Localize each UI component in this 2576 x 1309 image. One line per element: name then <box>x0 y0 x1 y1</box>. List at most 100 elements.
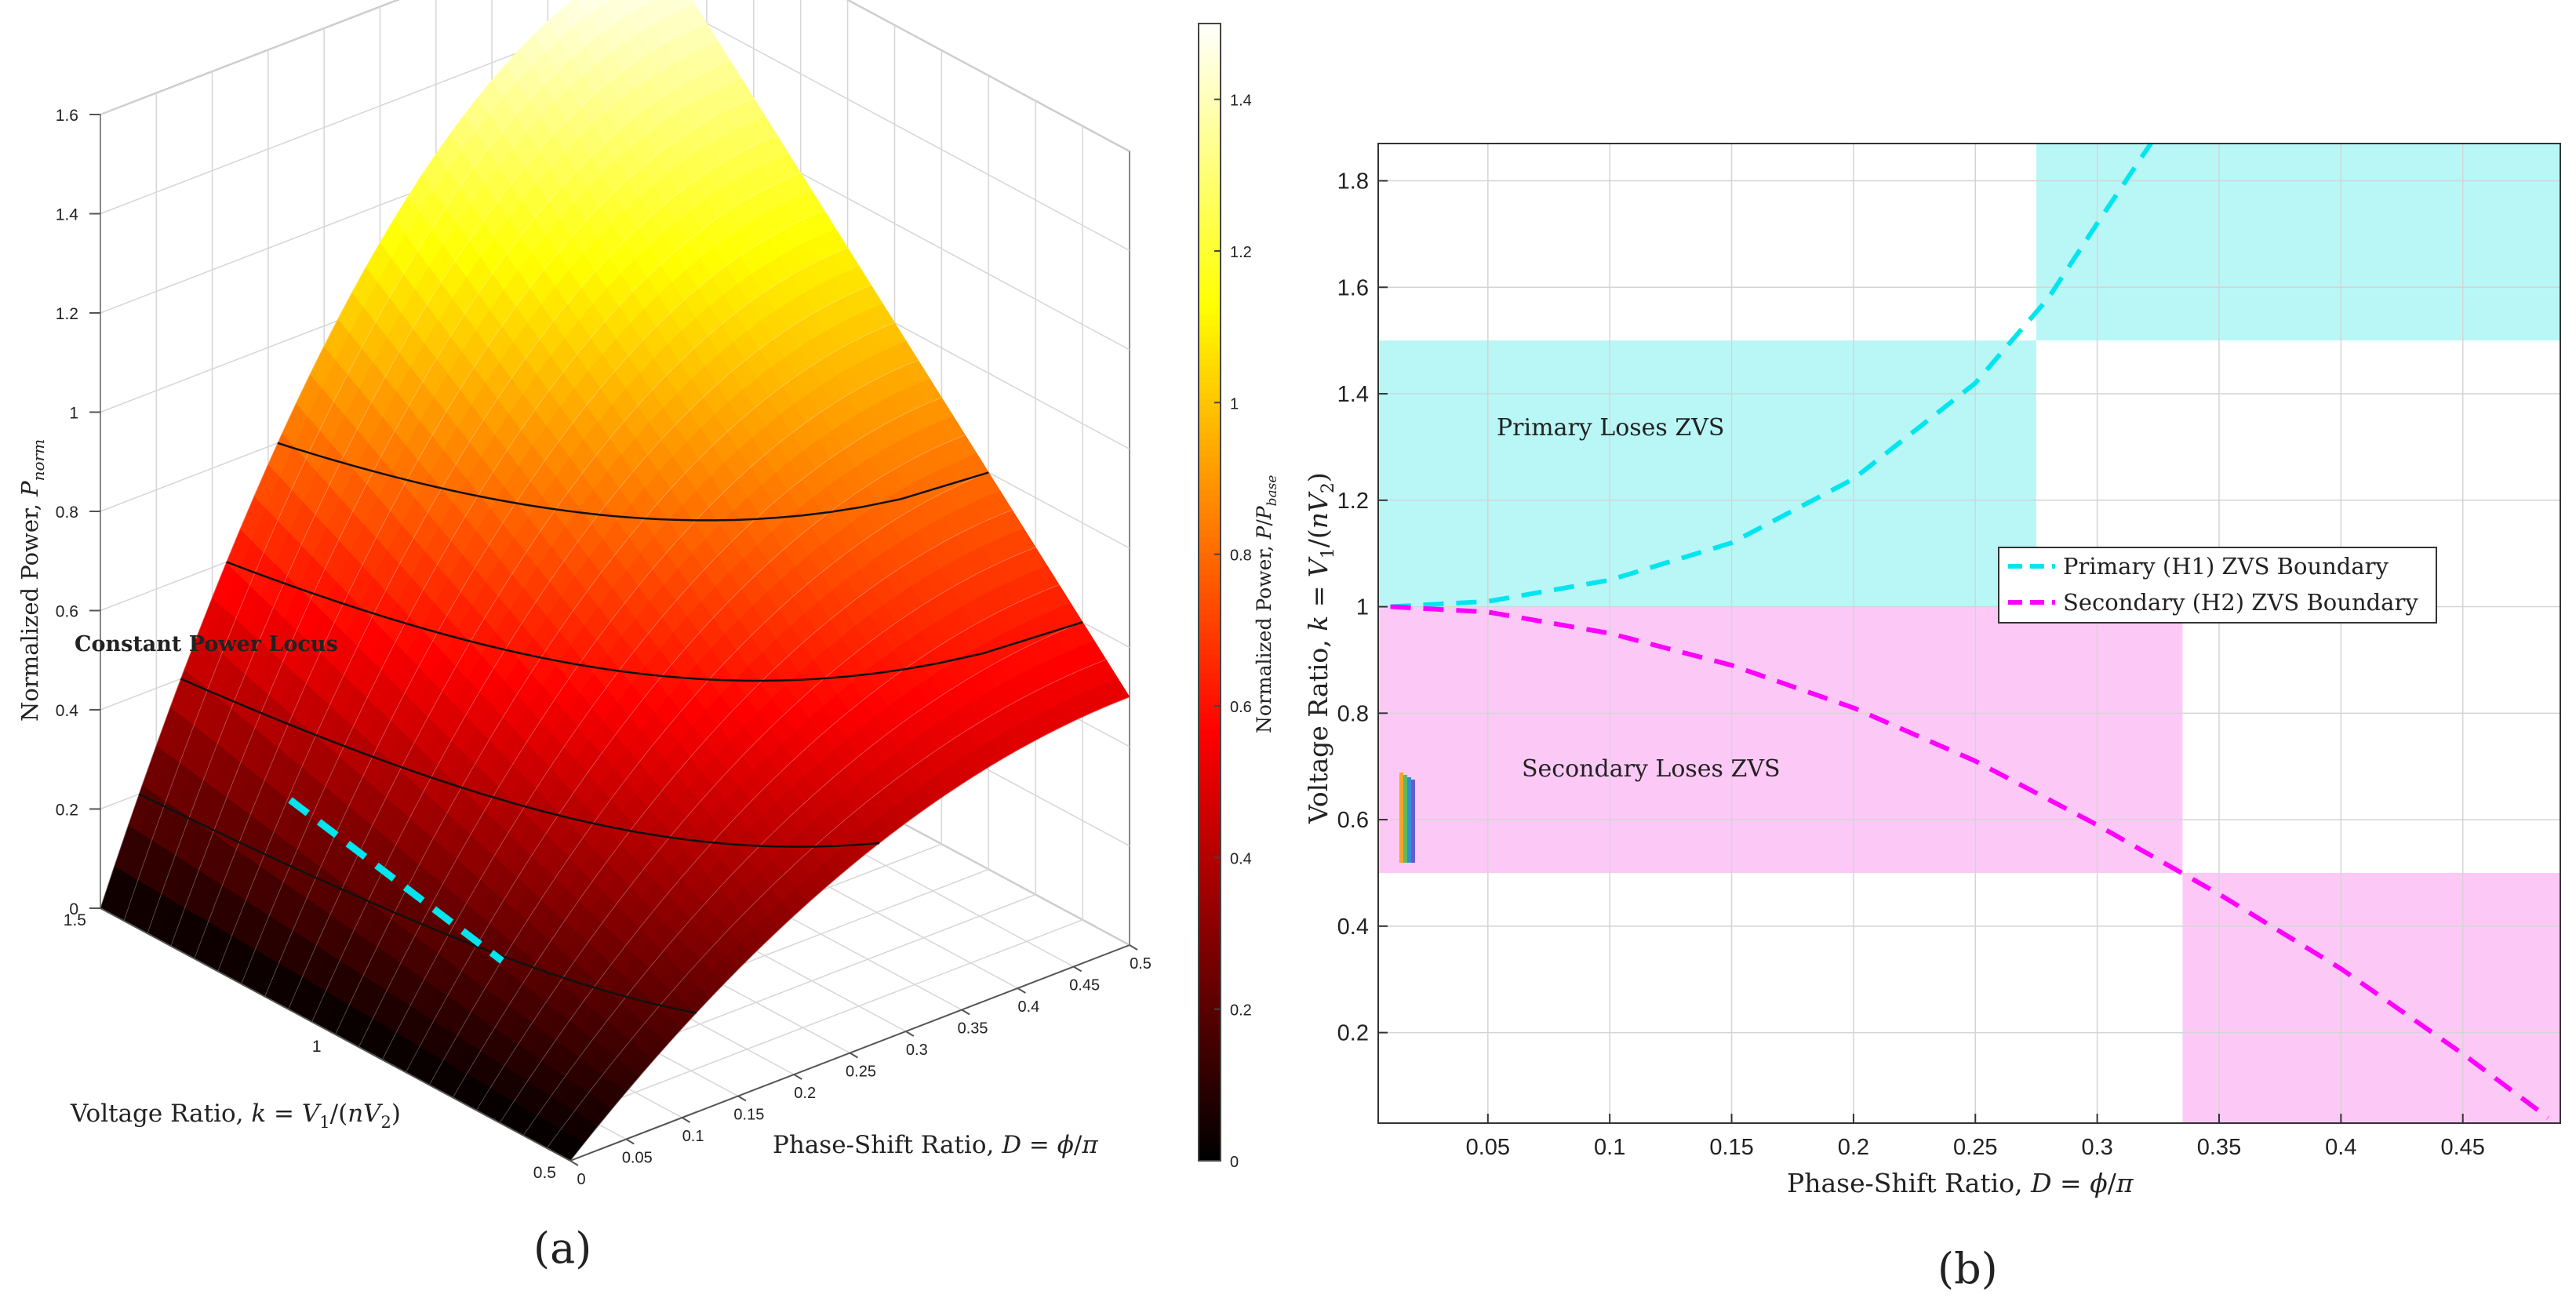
a-colorbar-segment <box>1199 768 1221 775</box>
a-colorbar-segment <box>1199 865 1221 872</box>
a-d-tick: 0.15 <box>733 1107 764 1124</box>
a-d-tick: 0.2 <box>794 1085 816 1102</box>
b-xlabel: Phase-Shift Ratio, D = ϕ/π <box>1787 1168 2134 1198</box>
a-colorbar-segment <box>1199 609 1221 616</box>
a-zlabel: Normalized Power, Pnorm <box>16 439 48 722</box>
a-colorbar-segment <box>1199 222 1221 229</box>
a-colorbar-segment <box>1199 410 1221 417</box>
b-y-tick: 0.4 <box>1337 914 1369 940</box>
a-colorbar-segment <box>1199 888 1221 895</box>
a-colorbar-segment <box>1199 347 1221 355</box>
a-colorbar-segment <box>1199 820 1221 827</box>
a-colorbar-label: Normalized Power, P/Pbase <box>1253 475 1280 733</box>
a-colorbar-segment <box>1199 103 1221 110</box>
a-colorbar-segment <box>1199 598 1221 605</box>
a-colorbar-segment <box>1199 547 1221 554</box>
a-colorbar-segment <box>1199 535 1221 542</box>
a-colorbar-segment <box>1199 660 1221 667</box>
a-colorbar-segment <box>1199 1058 1221 1065</box>
a-xlabel: Voltage Ratio, k = V1/(nV2) <box>70 1100 401 1132</box>
b-y-tick: 0.2 <box>1337 1021 1369 1046</box>
a-colorbar-segment <box>1199 251 1221 258</box>
a-colorbar-segment <box>1199 1126 1221 1133</box>
a-colorbar-segment <box>1199 1109 1221 1116</box>
a-colorbar-segment <box>1199 1081 1221 1088</box>
a-colorbar-segment <box>1199 677 1221 684</box>
b-y-tick: 1.8 <box>1337 169 1369 195</box>
a-colorbar: 0 0.2 0.4 0.6 0.8 1 1.2 1.4 <box>1198 23 1252 1171</box>
a-colorbar-segment <box>1199 911 1221 918</box>
b-region-band <box>1378 340 2036 607</box>
a-colorbar-segment <box>1199 131 1221 138</box>
a-mesh-line <box>194 97 754 959</box>
a-d-tick: 0.25 <box>846 1064 876 1081</box>
a-colorbar-segment <box>1199 262 1221 269</box>
a-colorbar-segment <box>1199 183 1221 190</box>
a-colorbar-segment <box>1199 307 1221 315</box>
a-colorbar-segment <box>1199 176 1221 184</box>
a-colorbar-segment <box>1199 592 1221 599</box>
a-colorbar-segment <box>1199 813 1221 820</box>
a-colorbar-segment <box>1199 956 1221 963</box>
a-colorbar-segment <box>1199 745 1221 752</box>
a-mesh-line <box>170 60 731 947</box>
a-colorbar-segment <box>1199 57 1221 64</box>
a-colorbar-segment <box>1199 489 1221 496</box>
a-colorbar-segment <box>1199 922 1221 929</box>
a-colorbar-segment <box>1199 706 1221 713</box>
b-legend-entry-secondary: Secondary (H2) ZVS Boundary <box>2063 589 2418 616</box>
a-colorbar-segment <box>1199 518 1221 525</box>
a-d-tick: 0.35 <box>958 1020 988 1038</box>
a-caption: (a) <box>533 1224 591 1273</box>
a-colorbar-segment <box>1199 797 1221 804</box>
a-colorbar-segment <box>1199 472 1221 479</box>
a-z-tick: 1 <box>69 405 78 423</box>
a-colorbar-tick: 0 <box>1230 1154 1239 1171</box>
a-colorbar-segment <box>1199 990 1221 997</box>
a-colorbar-segment <box>1199 882 1221 889</box>
a-colorbar-segment <box>1199 848 1221 855</box>
a-mesh-line <box>335 322 895 1035</box>
a-z-tick: 1.6 <box>56 107 78 125</box>
a-d-tick: 0 <box>577 1171 585 1188</box>
a-colorbar-segment <box>1199 774 1221 781</box>
a-colorbar-segment <box>1199 916 1221 923</box>
a-colorbar-segment <box>1199 24 1221 31</box>
a-colorbar-segment <box>1199 939 1221 946</box>
b-caption: (b) <box>1937 1244 1998 1293</box>
b-axis-ticks: 0.05 0.1 0.15 0.2 0.25 0.3 0.35 0.4 0.45 0.2 0.4 0.… <box>1337 169 2485 1160</box>
a-colorbar-segment <box>1199 563 1221 570</box>
b-y-tick: 1.4 <box>1337 382 1369 407</box>
a-colorbar-segment <box>1199 893 1221 900</box>
a-colorbar-segment <box>1199 279 1221 286</box>
a-colorbar-segment <box>1199 381 1221 388</box>
a-colorbar-segment <box>1199 1075 1221 1082</box>
a-colorbar-segment <box>1199 290 1221 297</box>
a-colorbar-segment <box>1199 330 1221 337</box>
a-colorbar-segment <box>1199 1047 1221 1054</box>
a-colorbar-segment <box>1199 700 1221 707</box>
b-line-primary <box>1390 142 2153 609</box>
a-colorbar-segment <box>1199 387 1221 395</box>
a-d-tick-mark <box>625 1138 635 1145</box>
a-mesh-line <box>475 547 1036 1111</box>
a-colorbar-segment <box>1199 421 1221 428</box>
a-d-tick-mark <box>793 1074 802 1080</box>
a-axis-ticks: 0 0.2 0.4 0.6 0.8 1 1.2 1.4 1.6 1.5 1 0.5 0 0.05 0.1 0.… <box>56 107 1152 1188</box>
a-colorbar-segment <box>1199 154 1221 161</box>
a-colorbar-segment <box>1199 438 1221 445</box>
a-colorbar-segment <box>1199 1154 1221 1162</box>
a-colorbar-segment <box>1199 569 1221 576</box>
a-contour-line <box>277 442 989 522</box>
a-mesh-line <box>358 359 919 1048</box>
a-colorbar-segment <box>1199 853 1221 860</box>
a-colorbar-segment <box>1199 904 1221 911</box>
b-x-tick: 0.45 <box>2440 1135 2484 1160</box>
a-grid-line <box>100 0 1130 152</box>
a-colorbar-segment <box>1199 995 1221 1002</box>
a-mesh-line <box>123 0 653 922</box>
a-d-tick-mark <box>737 1095 747 1102</box>
a-colorbar-segment <box>1199 245 1221 252</box>
a-colorbar-segment <box>1199 631 1221 638</box>
a-colorbar-segment <box>1199 615 1221 622</box>
